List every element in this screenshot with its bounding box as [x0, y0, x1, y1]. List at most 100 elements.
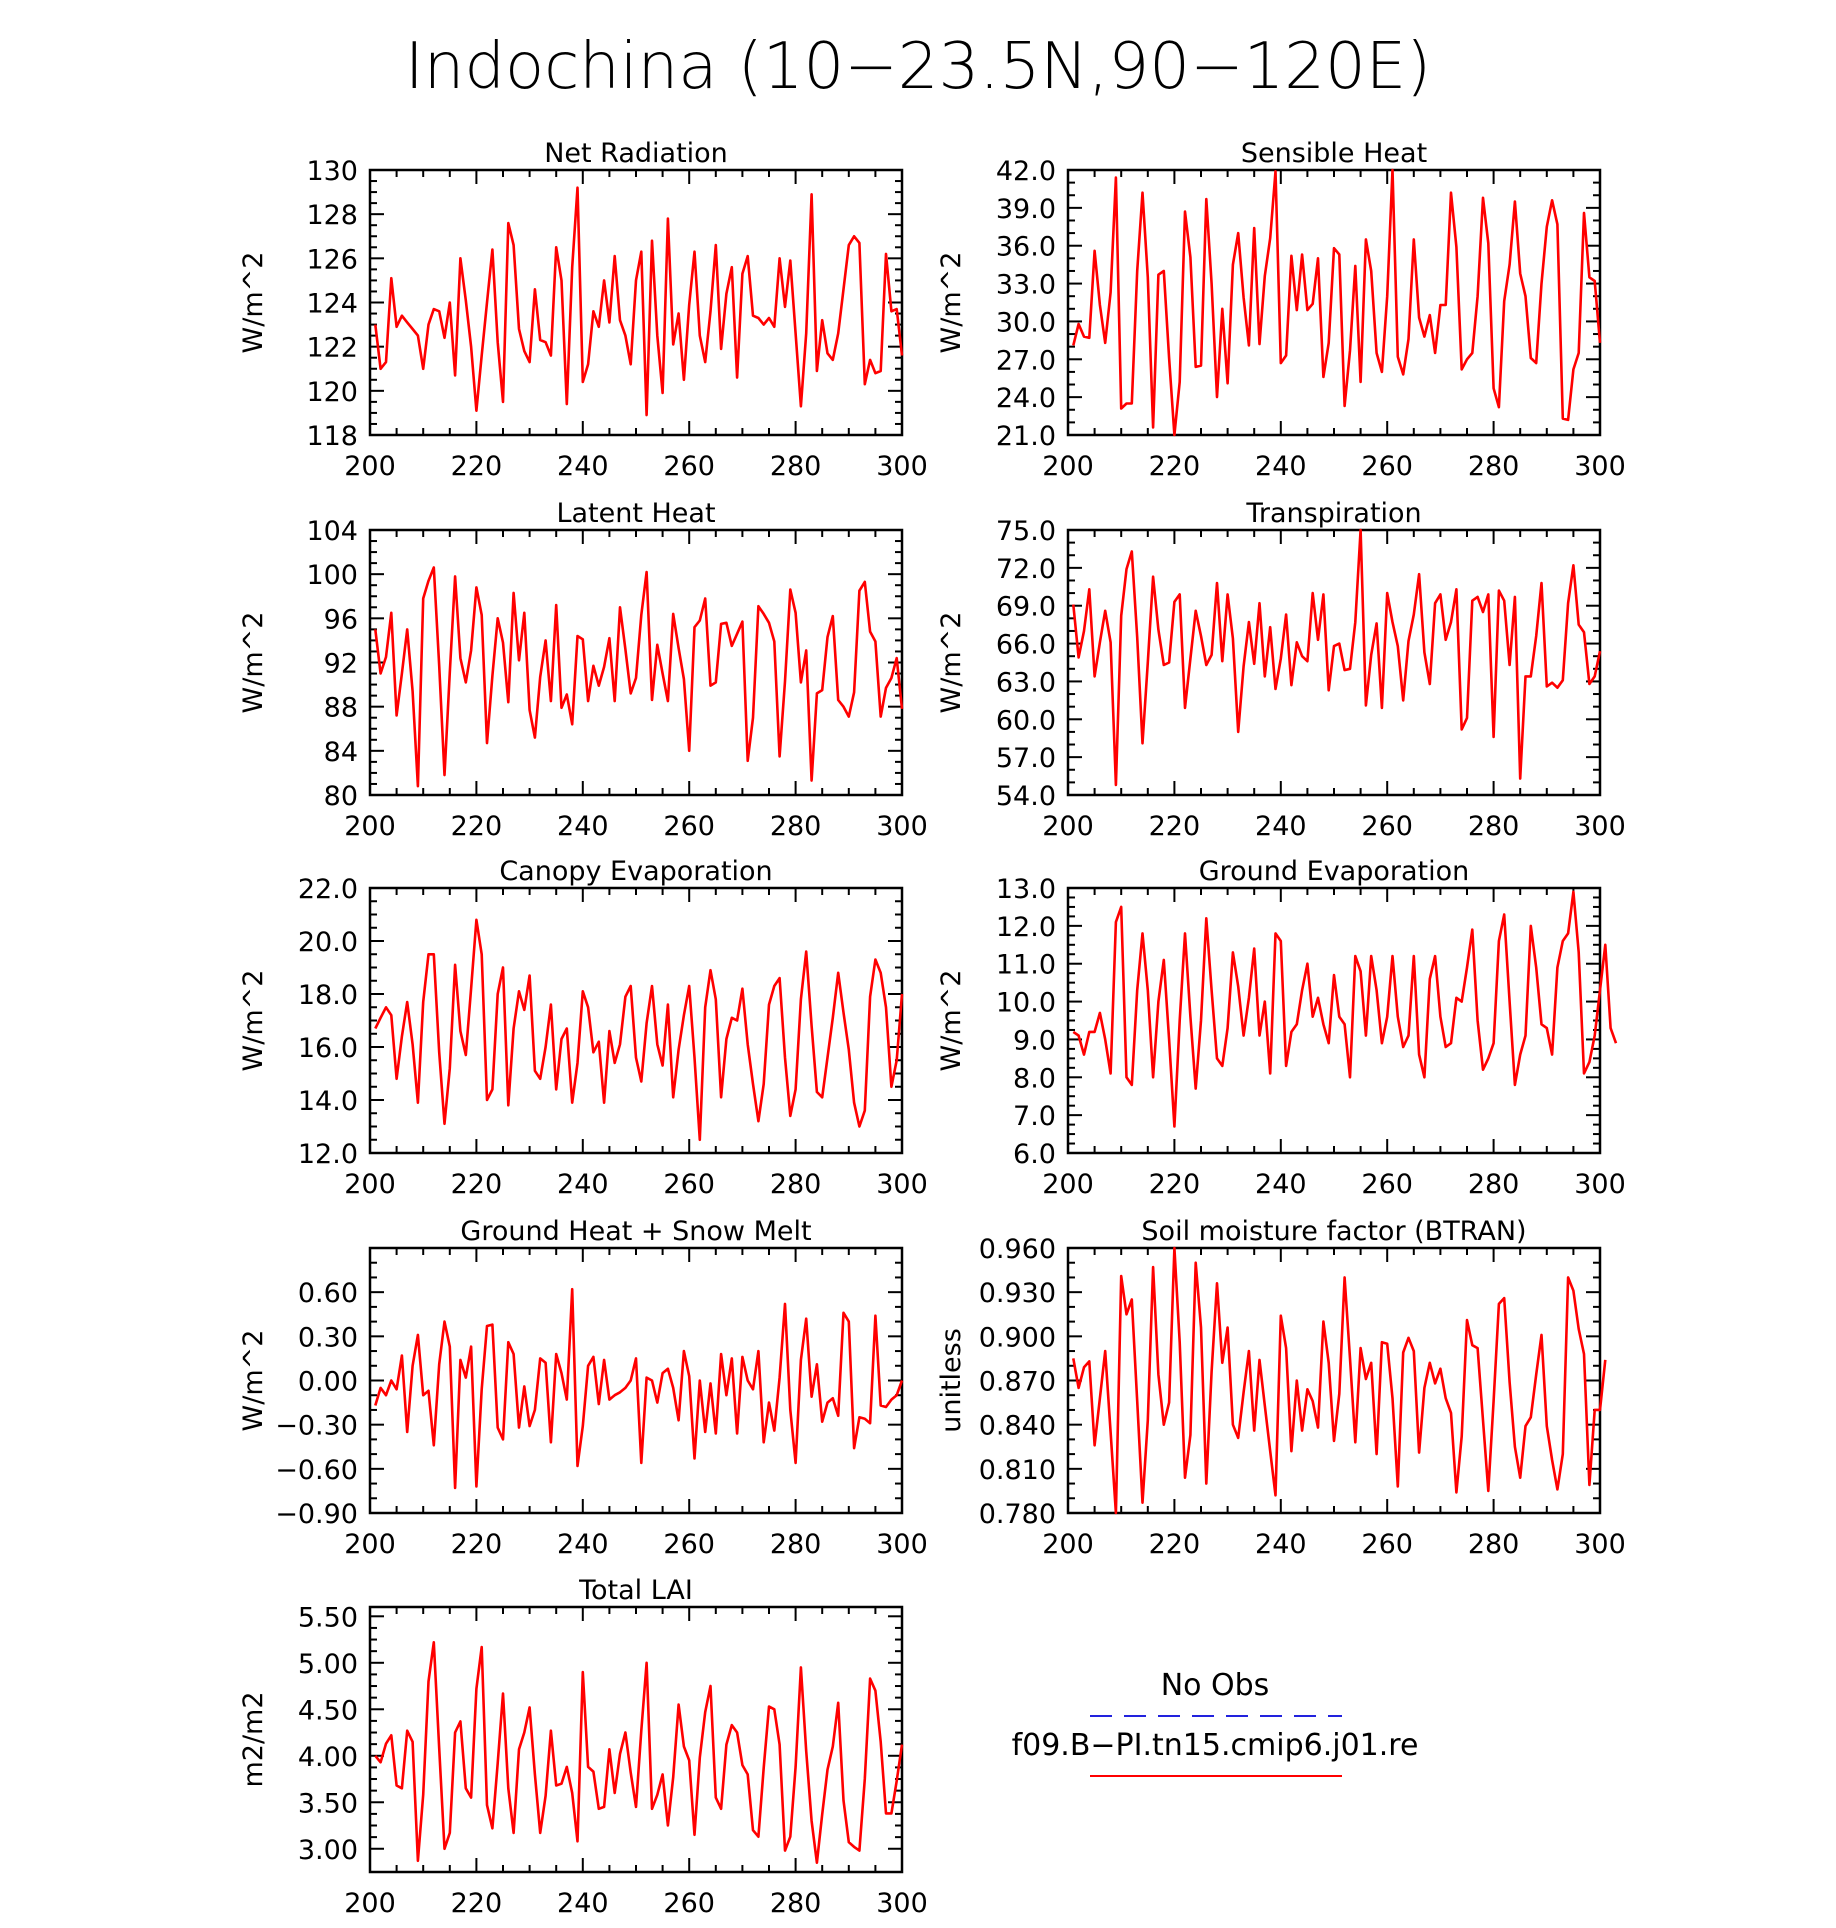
x-tick-label: 260 [1361, 1529, 1413, 1560]
x-tick-label: 240 [557, 1529, 609, 1560]
x-tick-label: 300 [876, 1169, 928, 1200]
x-tick-label: 300 [1574, 811, 1626, 842]
x-tick-label: 280 [770, 1888, 822, 1919]
y-tick-label: 4.00 [298, 1742, 358, 1773]
panel-title: Sensible Heat [1241, 138, 1427, 169]
x-tick-label: 200 [1042, 811, 1094, 842]
y-tick-label: 100 [306, 560, 358, 591]
x-tick-label: 280 [770, 1529, 822, 1560]
panel-soil-moisture-factor-btran: 200 220 240 260 280 300 0.780 0.810 0.840 0.870 0.… [936, 1216, 1626, 1560]
y-tick-label: 92 [324, 649, 358, 680]
y-tick-label: 11.0 [996, 950, 1056, 981]
x-tick-label: 280 [1468, 1529, 1520, 1560]
x-tick-label: 200 [1042, 451, 1094, 482]
series-line [1072, 528, 1602, 787]
panel-title: Transpiration [1245, 498, 1421, 529]
panel-title: Ground Heat + Snow Melt [460, 1216, 811, 1247]
panel-title: Ground Evaporation [1199, 856, 1470, 887]
y-tick-label: 0.840 [979, 1411, 1056, 1442]
y-tick-label: 0.30 [298, 1322, 358, 1353]
x-tick-label: 280 [770, 1169, 822, 1200]
y-tick-label: 63.0 [996, 667, 1056, 698]
y-tick-label: 36.0 [996, 232, 1056, 263]
y-tick-label: 0.900 [979, 1322, 1056, 1353]
x-tick-label: 260 [663, 811, 715, 842]
legend-obs-label: No Obs [1161, 1668, 1270, 1703]
x-tick-label: 200 [1042, 1169, 1094, 1200]
y-tick-label: 6.0 [1013, 1139, 1056, 1170]
y-tick-label: 4.50 [298, 1695, 358, 1726]
y-axis-label: unitless [936, 1328, 967, 1433]
x-tick-label: 300 [1574, 1169, 1626, 1200]
y-tick-label: 120 [306, 377, 358, 408]
x-tick-label: 280 [770, 451, 822, 482]
x-tick-label: 200 [344, 1888, 396, 1919]
x-tick-label: 260 [1361, 1169, 1413, 1200]
y-tick-label: 24.0 [996, 383, 1056, 414]
panel-total-lai: 200 220 240 260 280 300 3.00 3.50 4.00 4.50 5.00 5.… [238, 1575, 928, 1919]
y-tick-label: 42.0 [996, 156, 1056, 187]
y-tick-label: 18.0 [298, 980, 358, 1011]
x-tick-label: 220 [1149, 1169, 1201, 1200]
y-axis-label: W/m^2 [936, 970, 967, 1072]
y-tick-label: 0.960 [979, 1234, 1056, 1265]
series-line [374, 1641, 904, 1864]
x-tick-label: 300 [1574, 1529, 1626, 1560]
panel-title: Latent Heat [556, 498, 715, 529]
y-tick-label: 14.0 [298, 1086, 358, 1117]
y-tick-label: 118 [306, 421, 358, 452]
x-tick-label: 240 [557, 1169, 609, 1200]
y-tick-label: 0.00 [298, 1367, 358, 1398]
x-tick-label: 260 [1361, 451, 1413, 482]
x-tick-label: 240 [557, 811, 609, 842]
x-tick-label: 220 [1149, 1529, 1201, 1560]
y-tick-label: 84 [324, 737, 358, 768]
y-tick-label: 126 [306, 244, 358, 275]
panel-latent-heat: 200 220 240 260 280 300 80 84 88 92 96 100 104 Latent… [238, 498, 928, 842]
panel-sensible-heat: 200 220 240 260 280 300 21.0 24.0 27.0 30.0 33.0 36… [936, 138, 1626, 482]
y-tick-label: 9.0 [1013, 1025, 1056, 1056]
y-tick-label: −0.30 [275, 1411, 358, 1442]
y-tick-label: 124 [306, 289, 358, 320]
x-tick-label: 220 [451, 811, 503, 842]
x-tick-label: 300 [876, 451, 928, 482]
y-axis-label: W/m^2 [238, 612, 269, 714]
plot-frame [368, 886, 904, 1155]
y-tick-label: 0.780 [979, 1499, 1056, 1530]
y-tick-label: 130 [306, 156, 358, 187]
panel-canopy-evaporation: 200 220 240 260 280 300 12.0 14.0 16.0 18.0 20.0 22… [238, 856, 928, 1200]
x-tick-label: 300 [876, 1888, 928, 1919]
x-tick-label: 220 [451, 451, 503, 482]
x-tick-label: 200 [344, 1169, 396, 1200]
figure-title: Indochina (10−23.5N,90−120E) [405, 30, 1431, 104]
plot-frame [1066, 886, 1602, 1155]
series-line [374, 566, 904, 788]
y-tick-label: 12.0 [298, 1139, 358, 1170]
y-tick-label: 128 [306, 200, 358, 231]
y-tick-label: 88 [324, 693, 358, 724]
y-tick-label: 3.50 [298, 1788, 358, 1819]
x-tick-label: 240 [1255, 1529, 1307, 1560]
x-tick-label: 260 [663, 1169, 715, 1200]
series-line [1072, 168, 1602, 437]
y-tick-label: 0.870 [979, 1367, 1056, 1398]
x-tick-label: 300 [1574, 451, 1626, 482]
x-tick-label: 260 [663, 1529, 715, 1560]
y-tick-label: 27.0 [996, 345, 1056, 376]
x-tick-label: 220 [451, 1169, 503, 1200]
y-axis-label: W/m^2 [238, 970, 269, 1072]
y-tick-label: 122 [306, 333, 358, 364]
x-tick-label: 240 [1255, 1169, 1307, 1200]
y-tick-label: 20.0 [298, 927, 358, 958]
y-axis-label: W/m^2 [936, 612, 967, 714]
x-tick-label: 260 [663, 451, 715, 482]
y-axis-label: W/m^2 [238, 252, 269, 354]
series-line [374, 1287, 904, 1490]
x-tick-label: 240 [557, 451, 609, 482]
x-tick-label: 240 [1255, 451, 1307, 482]
panel-net-radiation: 200 220 240 260 280 300 118 120 122 124 126 128 130 N… [238, 138, 928, 482]
x-tick-label: 260 [1361, 811, 1413, 842]
y-tick-label: 66.0 [996, 630, 1056, 661]
y-tick-label: 54.0 [996, 781, 1056, 812]
